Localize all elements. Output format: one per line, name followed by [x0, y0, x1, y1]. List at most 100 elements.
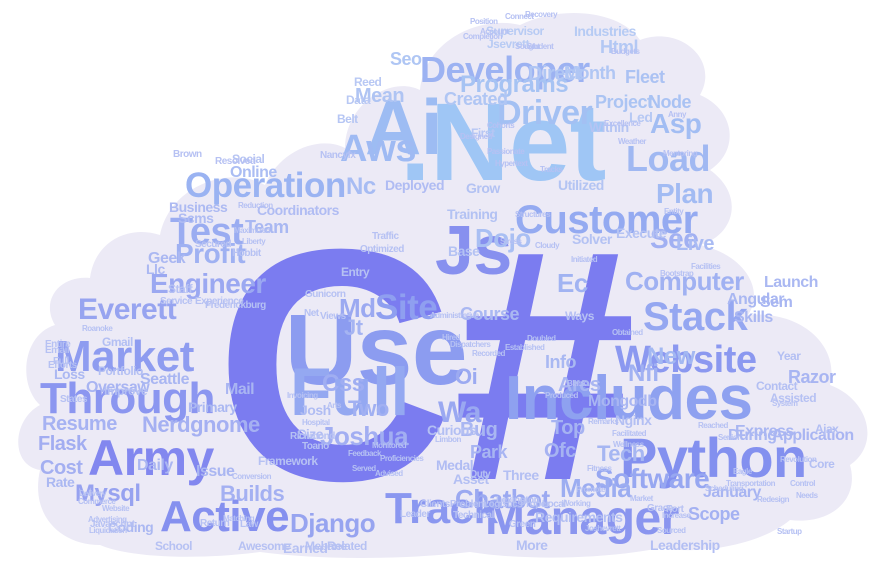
word-asset: Asset	[453, 471, 489, 487]
word-invoicing: Invoicing	[287, 391, 318, 400]
word-entry: Entry	[341, 265, 370, 279]
word-scheduling: Scheduling	[705, 484, 744, 493]
word-led: Led	[629, 109, 653, 125]
word-training: Training	[447, 206, 498, 222]
word-more: More	[516, 537, 548, 553]
word-monitored: Monitored	[372, 441, 407, 450]
word-dojo: Dojo	[475, 223, 531, 253]
word-awesome: Awesome	[238, 539, 291, 553]
word-secured: Secured	[195, 239, 231, 250]
word-needs: Needs	[796, 491, 818, 500]
word-increase: Increase	[662, 511, 691, 520]
word-created: Created	[444, 89, 508, 109]
word-email: Email	[45, 345, 70, 356]
word-bootstrap: Bootstrap	[660, 269, 694, 278]
word-transportation: Transportation	[726, 479, 776, 488]
word-system: System	[772, 399, 798, 408]
word-hospital: Hospital	[302, 418, 330, 427]
word-toano: Toano	[302, 441, 329, 452]
word-cohorts: Cohorts	[487, 121, 515, 130]
word-c: C#	[215, 180, 636, 549]
word-resume: Resume	[42, 413, 117, 435]
word-entity: Entity	[664, 207, 684, 216]
word-team: Team	[245, 217, 289, 237]
word-during: During	[728, 427, 777, 444]
word-programs: Programs	[460, 71, 569, 98]
word-park: Park	[470, 442, 508, 462]
word-assisted: Assisted	[770, 391, 817, 405]
word-load: Load	[626, 138, 711, 179]
word-revolution: Revolution	[780, 455, 817, 464]
word-customer: Customer	[515, 198, 698, 242]
word-supervisor: Supervisor	[486, 24, 544, 38]
word-initiated: Initiated	[571, 255, 598, 264]
word-two: Two	[348, 396, 389, 421]
word-black: Black	[567, 379, 586, 388]
word-senior: Senior	[718, 433, 740, 442]
word-deployed: Deployed	[385, 177, 445, 193]
word-states: States	[60, 394, 88, 405]
word-service: Service	[160, 296, 193, 307]
word-advertising: Advertising	[88, 515, 127, 524]
word-working: Working	[562, 499, 591, 508]
word-contact: Contact	[756, 379, 798, 393]
word-driver: Driver	[497, 94, 593, 132]
word-duty: Duty	[470, 469, 491, 480]
word-daily: Daily	[137, 457, 173, 474]
word-course: Course	[460, 304, 520, 324]
word-local: Local	[542, 499, 566, 510]
word-size: Size	[297, 426, 324, 442]
word-richmond: Richmond	[290, 431, 335, 442]
word-recorded: Recorded	[472, 349, 505, 358]
word-eagle: Eagle	[733, 467, 752, 476]
word-maximized: Maximized	[234, 226, 270, 235]
word-data: Data	[346, 93, 371, 107]
word-excellence: Excellence	[604, 119, 641, 128]
word-resolved: Resolved	[215, 156, 256, 167]
word-plan: Plan	[656, 178, 714, 209]
word-lexington: Lexington	[496, 495, 540, 506]
word-advised: Advised	[375, 469, 403, 478]
word-everett: Everett	[78, 293, 177, 326]
word-student: Student	[527, 42, 554, 51]
word-online: Online	[230, 164, 277, 181]
word-css: Css	[322, 370, 365, 397]
word-flask: Flask	[38, 433, 87, 455]
word-clientsproblem: ClientsProblem	[420, 499, 487, 510]
word-hired: Hired	[442, 333, 460, 342]
word-nginx: Nginx	[615, 412, 652, 428]
word-website: Website	[615, 339, 757, 381]
word-mail: Mail	[225, 381, 255, 398]
word-law: Law	[240, 519, 258, 530]
word-optimized: Optimized	[360, 244, 404, 255]
word-commerce: Commerce	[78, 497, 116, 506]
word-nc: Nc	[346, 173, 376, 200]
word-green: Green	[509, 519, 536, 530]
word-experience: Experience	[195, 296, 244, 307]
word-fitness: Fitness	[587, 464, 612, 473]
word-redesign: Redesign	[757, 495, 790, 504]
word-website: Website	[102, 504, 130, 513]
word-january: January	[703, 484, 761, 501]
word-administrative: Administrative	[430, 311, 479, 320]
word-aws: Aws	[340, 128, 416, 170]
word-reached: Reached	[698, 421, 728, 430]
word-primary: Primary	[188, 399, 237, 415]
word-obtained: Obtained	[612, 328, 643, 337]
word-passionate: Passionate	[487, 147, 525, 156]
word-doubled: Doubled	[527, 334, 556, 343]
word-media: Media	[560, 473, 632, 503]
word-arts: Arts	[327, 401, 342, 410]
word-nfi: Nfi	[628, 360, 659, 387]
word-feedback: Feedback	[348, 449, 381, 458]
word-operation: Operation	[185, 166, 346, 205]
word-stress: Stress	[500, 237, 522, 246]
word-fleet: Fleet	[625, 67, 665, 87]
word-chatbot: Chatbot	[455, 484, 550, 514]
word-razor: Razor	[788, 367, 836, 387]
word-asp: Asp	[650, 108, 702, 139]
word-html: Html	[600, 37, 639, 57]
word-reduction: Reduction	[238, 201, 273, 210]
word-related: Related	[327, 539, 367, 553]
